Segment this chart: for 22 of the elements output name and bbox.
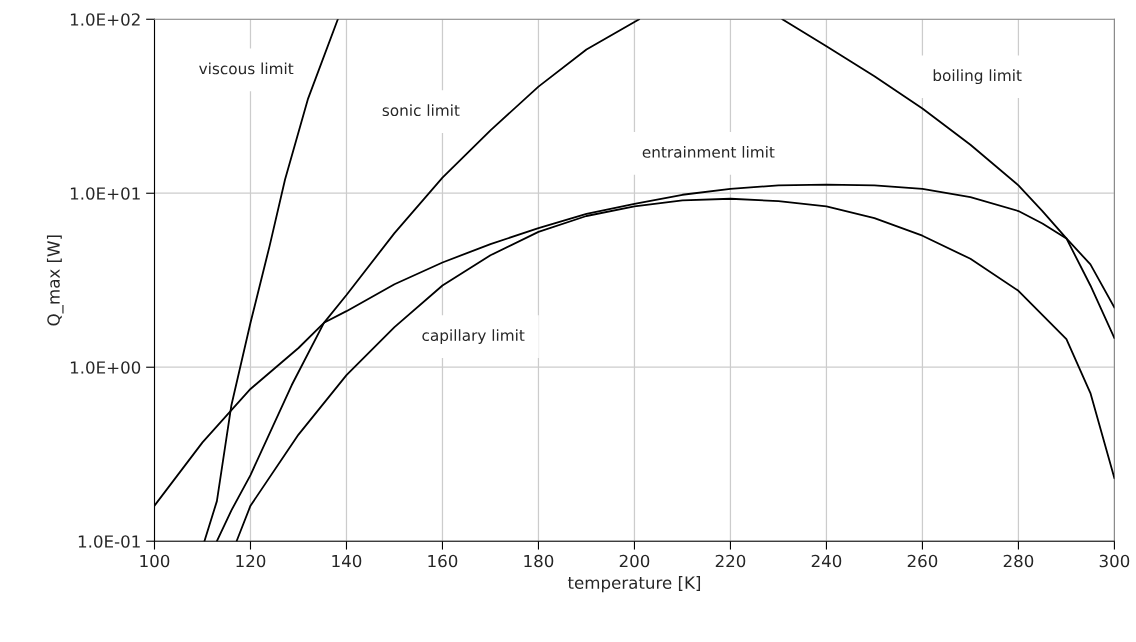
x-tick-label: 240 (811, 554, 842, 568)
x-tick-label: 100 (140, 554, 170, 568)
x-tick-label: 140 (332, 554, 362, 568)
x-tick-label: 300 (1099, 554, 1130, 568)
y-axis-title: Q_max [W] (46, 235, 64, 326)
x-tick-label: 180 (524, 554, 554, 568)
y-tick-label: 1.0E-01 (78, 535, 140, 548)
x-axis-title: temperature [K] (567, 576, 701, 593)
series-label: entrainment limit (642, 146, 775, 158)
series-label: boiling limit (933, 69, 1022, 85)
x-tick-label: 160 (428, 554, 458, 568)
y-tick-label: 1.0E+01 (70, 187, 140, 200)
series-label: viscous limit (199, 62, 294, 75)
x-tick-label: 280 (1003, 554, 1034, 568)
x-tick-label: 120 (236, 554, 266, 568)
text: sonic limit (382, 104, 460, 117)
series-label: capillary limit (422, 329, 525, 344)
x-tick-label: 260 (907, 554, 938, 568)
x-tick-label: 220 (715, 554, 746, 568)
y-tick-label: 1.0E+00 (70, 361, 141, 374)
x-tick-label: 200 (619, 554, 650, 568)
y-tick-label: 1.0E+02 (70, 13, 140, 26)
